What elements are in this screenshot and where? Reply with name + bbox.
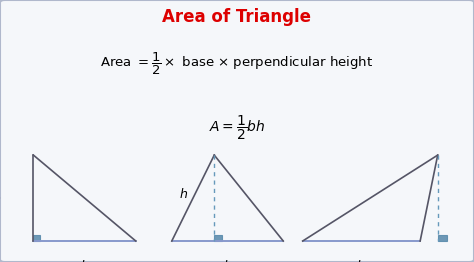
- Bar: [214, 235, 221, 241]
- Text: $b$: $b$: [356, 259, 365, 262]
- Bar: [33, 235, 40, 241]
- Text: $h$: $h$: [179, 187, 188, 201]
- Text: $b$: $b$: [223, 259, 232, 262]
- Text: Area of Triangle: Area of Triangle: [163, 8, 311, 26]
- Text: $b$: $b$: [80, 259, 89, 262]
- Bar: [438, 235, 447, 241]
- Text: Area $= \dfrac{1}{2}\times$ base $\times$ perpendicular height: Area $= \dfrac{1}{2}\times$ base $\times…: [100, 51, 374, 77]
- Text: $h$: $h$: [0, 192, 1, 206]
- Text: $\mathit{A} = \dfrac{1}{2}\mathit{bh}$: $\mathit{A} = \dfrac{1}{2}\mathit{bh}$: [209, 113, 265, 142]
